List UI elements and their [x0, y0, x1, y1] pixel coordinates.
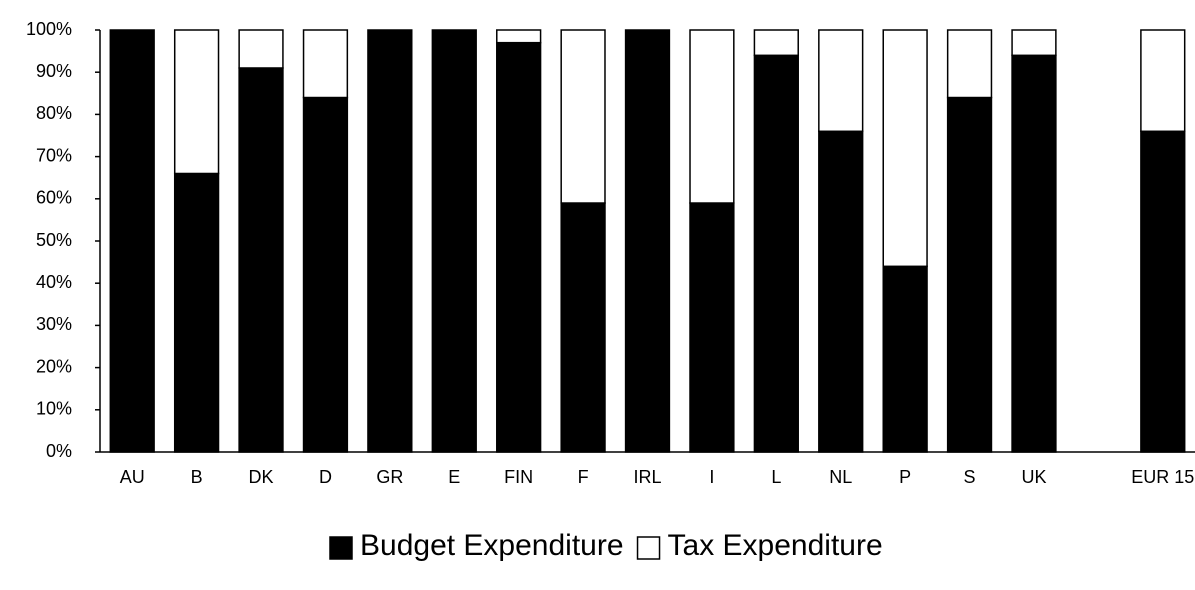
y-tick-label: 70% [36, 145, 72, 165]
bar-segment [882, 29, 928, 268]
bar-segment [818, 29, 864, 133]
x-tick-label: L [771, 467, 781, 487]
bar-segment [496, 41, 542, 453]
x-tick-label: P [899, 467, 911, 487]
legend-label: Tax Expenditure [668, 529, 883, 562]
legend-label: Budget Expenditure [360, 529, 624, 562]
bar-segment [238, 29, 284, 69]
x-tick-label: F [578, 467, 589, 487]
bar-segment [753, 29, 799, 57]
bar-segment [1140, 130, 1186, 453]
y-tick-label: 100% [26, 19, 72, 39]
x-tick-label: DK [249, 467, 274, 487]
legend-swatch [329, 536, 353, 560]
bar-segment [689, 202, 735, 453]
x-tick-label: I [709, 467, 714, 487]
bar-segment [753, 54, 799, 453]
bar-segment [624, 29, 671, 453]
y-tick-label: 0% [46, 441, 72, 461]
bar-segment [367, 29, 413, 453]
x-tick-label: AU [120, 467, 145, 487]
bar-segment [1140, 29, 1186, 133]
bar-segment [302, 29, 349, 99]
x-tick-label: S [964, 467, 976, 487]
y-tick-label: 50% [36, 230, 72, 250]
x-tick-label: B [191, 467, 203, 487]
legend-swatch [636, 536, 661, 560]
bar-segment [946, 96, 993, 453]
bar-segment [173, 29, 220, 175]
x-tick-label: D [319, 467, 332, 487]
x-tick-label: NL [829, 467, 852, 487]
x-tick-label: IRL [633, 467, 661, 487]
y-tick-label: 20% [36, 356, 72, 376]
bar-segment [560, 29, 606, 204]
x-tick-label: GR [376, 467, 403, 487]
y-tick-label: 10% [36, 399, 72, 419]
bar-segment [818, 130, 864, 453]
x-tick-label: EUR 15 [1131, 467, 1194, 487]
y-tick-label: 90% [36, 61, 72, 81]
bar-segment [560, 202, 606, 453]
bar-segment [496, 29, 542, 44]
bar-segment [689, 29, 735, 204]
bar-segment [882, 265, 928, 453]
bar-segment [238, 67, 284, 453]
bar-segment [109, 29, 155, 453]
x-tick-label: FIN [504, 467, 533, 487]
y-tick-label: 30% [36, 314, 72, 334]
bar-segment [1011, 29, 1057, 57]
bar-segment [946, 29, 993, 99]
y-tick-label: 80% [36, 103, 72, 123]
x-tick-label: UK [1021, 467, 1046, 487]
y-tick-label: 60% [36, 188, 72, 208]
bar-segment [431, 29, 477, 453]
y-tick-label: 40% [36, 272, 72, 292]
bar-segment [302, 96, 349, 453]
bar-segment [1011, 54, 1057, 453]
bar-segment [173, 172, 220, 453]
x-tick-label: E [448, 467, 460, 487]
